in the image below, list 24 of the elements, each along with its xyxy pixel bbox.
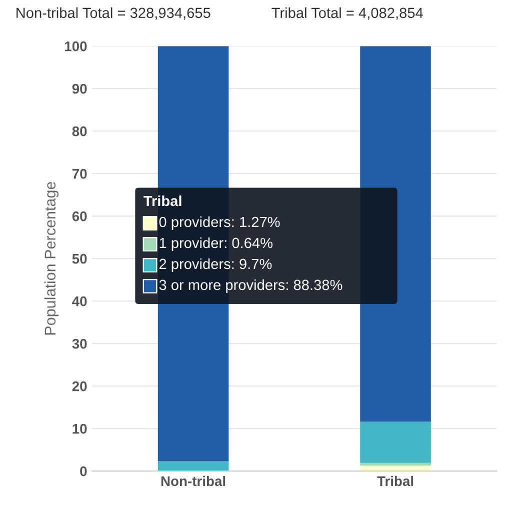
bar: [360, 422, 431, 463]
y-tick-label: 60: [72, 211, 87, 222]
y-tick-label: 100: [65, 41, 87, 52]
y-tick-label: 40: [72, 296, 87, 306]
y-tick-label: 90: [72, 84, 87, 94]
text: Tribal Total = 4,082,854: [272, 7, 423, 20]
y-tick-label: 20: [72, 381, 87, 392]
y-tick-label: 50: [72, 254, 87, 264]
annotation: 1 provider: 0.64%: [160, 237, 273, 252]
annotation: Tribal: [144, 195, 182, 206]
bar: [360, 466, 431, 472]
bar: [360, 462, 431, 466]
y-tick-label: 30: [72, 338, 87, 349]
annotation: 0 providers: 1.27%: [159, 216, 280, 230]
bar: [158, 461, 229, 472]
y-tick-label: 0: [80, 466, 87, 476]
y-tick-label: 80: [72, 126, 87, 136]
y-axis-title: Population Percentage: [44, 182, 59, 335]
x-tick-label: Non-tribal: [161, 476, 226, 486]
annotation: 2 providers: 9.7%: [159, 258, 272, 272]
annotation: 3 or more providers: 88.38%: [159, 279, 342, 294]
y-tick-label: 10: [72, 424, 87, 434]
y-tick-label: 70: [72, 168, 87, 179]
text: Non-tribal Total = 328,934,655: [16, 7, 210, 20]
